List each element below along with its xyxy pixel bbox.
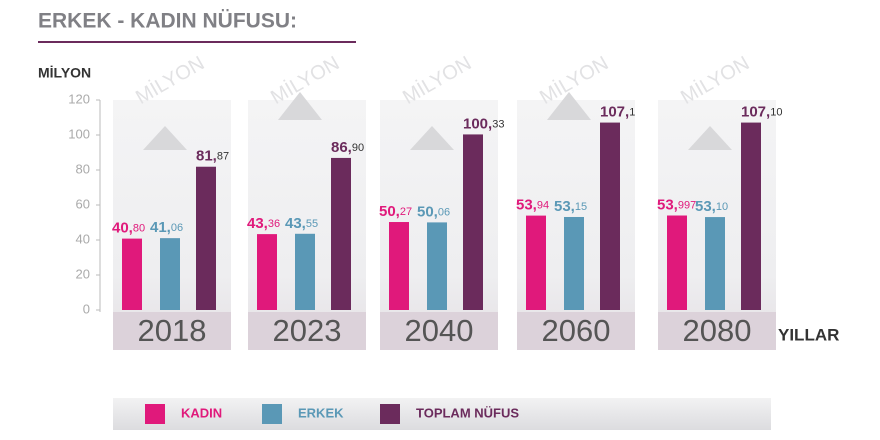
bar bbox=[295, 233, 315, 310]
triangle-decoration bbox=[547, 92, 591, 120]
value-label-integer: 43, bbox=[247, 215, 268, 232]
y-tick-label: 20 bbox=[76, 266, 90, 281]
value-label-decimal: 1 bbox=[629, 106, 635, 118]
bar bbox=[196, 166, 216, 310]
value-label-decimal: 10 bbox=[716, 201, 728, 213]
x-tick-label: 2060 bbox=[542, 313, 611, 348]
bar bbox=[600, 122, 620, 310]
y-tick-label: 100 bbox=[68, 126, 90, 141]
value-label-integer: 53, bbox=[554, 198, 575, 215]
y-tick-label: 120 bbox=[68, 91, 90, 106]
x-tick-label: 2080 bbox=[683, 313, 752, 348]
x-axis-label: YILLAR bbox=[778, 325, 839, 344]
value-label: 107,10 bbox=[741, 104, 782, 121]
y-tick-label: 80 bbox=[76, 161, 90, 176]
value-label-decimal: 33 bbox=[492, 118, 504, 130]
bar bbox=[122, 238, 142, 310]
bar bbox=[160, 238, 180, 310]
bar bbox=[741, 122, 761, 310]
value-label-integer: 43, bbox=[285, 215, 306, 232]
x-tick-label: 2040 bbox=[405, 313, 474, 348]
year-box bbox=[380, 312, 498, 350]
legend-swatch bbox=[145, 404, 165, 424]
value-label: 41,06 bbox=[150, 219, 183, 236]
bar bbox=[667, 215, 687, 310]
value-label-decimal: 87 bbox=[217, 151, 229, 163]
legend-swatch bbox=[262, 404, 282, 424]
bar bbox=[331, 157, 351, 310]
value-label-decimal: 15 bbox=[575, 201, 587, 213]
legend-label: TOPLAM NÜFUS bbox=[416, 405, 519, 420]
value-label-integer: 53, bbox=[516, 197, 537, 214]
value-label: 100,33 bbox=[463, 115, 504, 132]
year-box bbox=[658, 312, 776, 350]
value-label-integer: 50, bbox=[417, 203, 438, 220]
value-label-decimal: 80 bbox=[133, 223, 145, 235]
value-label-decimal: 10 bbox=[770, 106, 782, 118]
legend-label: ERKEK bbox=[298, 405, 344, 420]
value-label: 43,55 bbox=[285, 215, 318, 232]
y-tick-label: 40 bbox=[76, 231, 90, 246]
value-label: 53,15 bbox=[554, 198, 587, 215]
value-label-integer: 100, bbox=[463, 115, 492, 132]
value-label: 53,94 bbox=[516, 197, 549, 214]
value-label-integer: 107, bbox=[741, 104, 770, 121]
value-label: 50,06 bbox=[417, 203, 450, 220]
legend-label: KADIN bbox=[181, 405, 222, 420]
y-tick-label: 0 bbox=[83, 301, 90, 316]
triangle-decoration bbox=[688, 126, 732, 150]
value-label: 86,90 bbox=[331, 139, 364, 156]
bar bbox=[257, 234, 277, 310]
legend-background bbox=[113, 398, 771, 430]
value-label-decimal: 55 bbox=[306, 218, 318, 230]
value-label-integer: 50, bbox=[379, 203, 400, 220]
year-box bbox=[248, 312, 366, 350]
value-label: 107,1 bbox=[600, 104, 635, 121]
value-label-integer: 40, bbox=[112, 220, 133, 237]
value-label-decimal: 997 bbox=[678, 199, 696, 211]
bar bbox=[427, 222, 447, 310]
value-label: 53,997 bbox=[657, 196, 696, 213]
chart-title: ERKEK - KADIN NÜFUSU: bbox=[38, 10, 297, 33]
value-label-integer: 107, bbox=[600, 104, 629, 121]
value-label-integer: 53, bbox=[657, 196, 678, 213]
value-label: 53,10 bbox=[695, 198, 728, 215]
value-label-decimal: 06 bbox=[438, 206, 450, 218]
value-label-decimal: 36 bbox=[268, 218, 280, 230]
value-label-integer: 86, bbox=[331, 139, 352, 156]
value-label-decimal: 90 bbox=[352, 142, 364, 154]
year-box bbox=[517, 312, 635, 350]
value-label-decimal: 94 bbox=[537, 200, 549, 212]
value-label-integer: 53, bbox=[695, 198, 716, 215]
value-label: 40,80 bbox=[112, 220, 145, 237]
triangle-decoration bbox=[410, 126, 454, 150]
x-tick-label: 2023 bbox=[273, 313, 342, 348]
year-box bbox=[113, 312, 231, 350]
bar bbox=[705, 217, 725, 310]
bar bbox=[463, 134, 483, 310]
value-label-decimal: 27 bbox=[400, 206, 412, 218]
value-label-decimal: 06 bbox=[171, 222, 183, 234]
bar bbox=[526, 215, 546, 310]
bar bbox=[389, 222, 409, 310]
value-label: 50,27 bbox=[379, 203, 412, 220]
legend-swatch bbox=[380, 404, 400, 424]
x-tick-label: 2018 bbox=[138, 313, 207, 348]
value-label: 81,87 bbox=[196, 148, 229, 165]
triangle-decoration bbox=[143, 126, 187, 150]
y-tick-label: 60 bbox=[76, 196, 90, 211]
value-label-integer: 81, bbox=[196, 148, 217, 165]
bar bbox=[564, 216, 584, 310]
value-label-integer: 41, bbox=[150, 219, 171, 236]
triangle-decoration bbox=[278, 92, 322, 120]
value-label: 43,36 bbox=[247, 215, 280, 232]
y-axis-label: MİLYON bbox=[38, 65, 91, 81]
